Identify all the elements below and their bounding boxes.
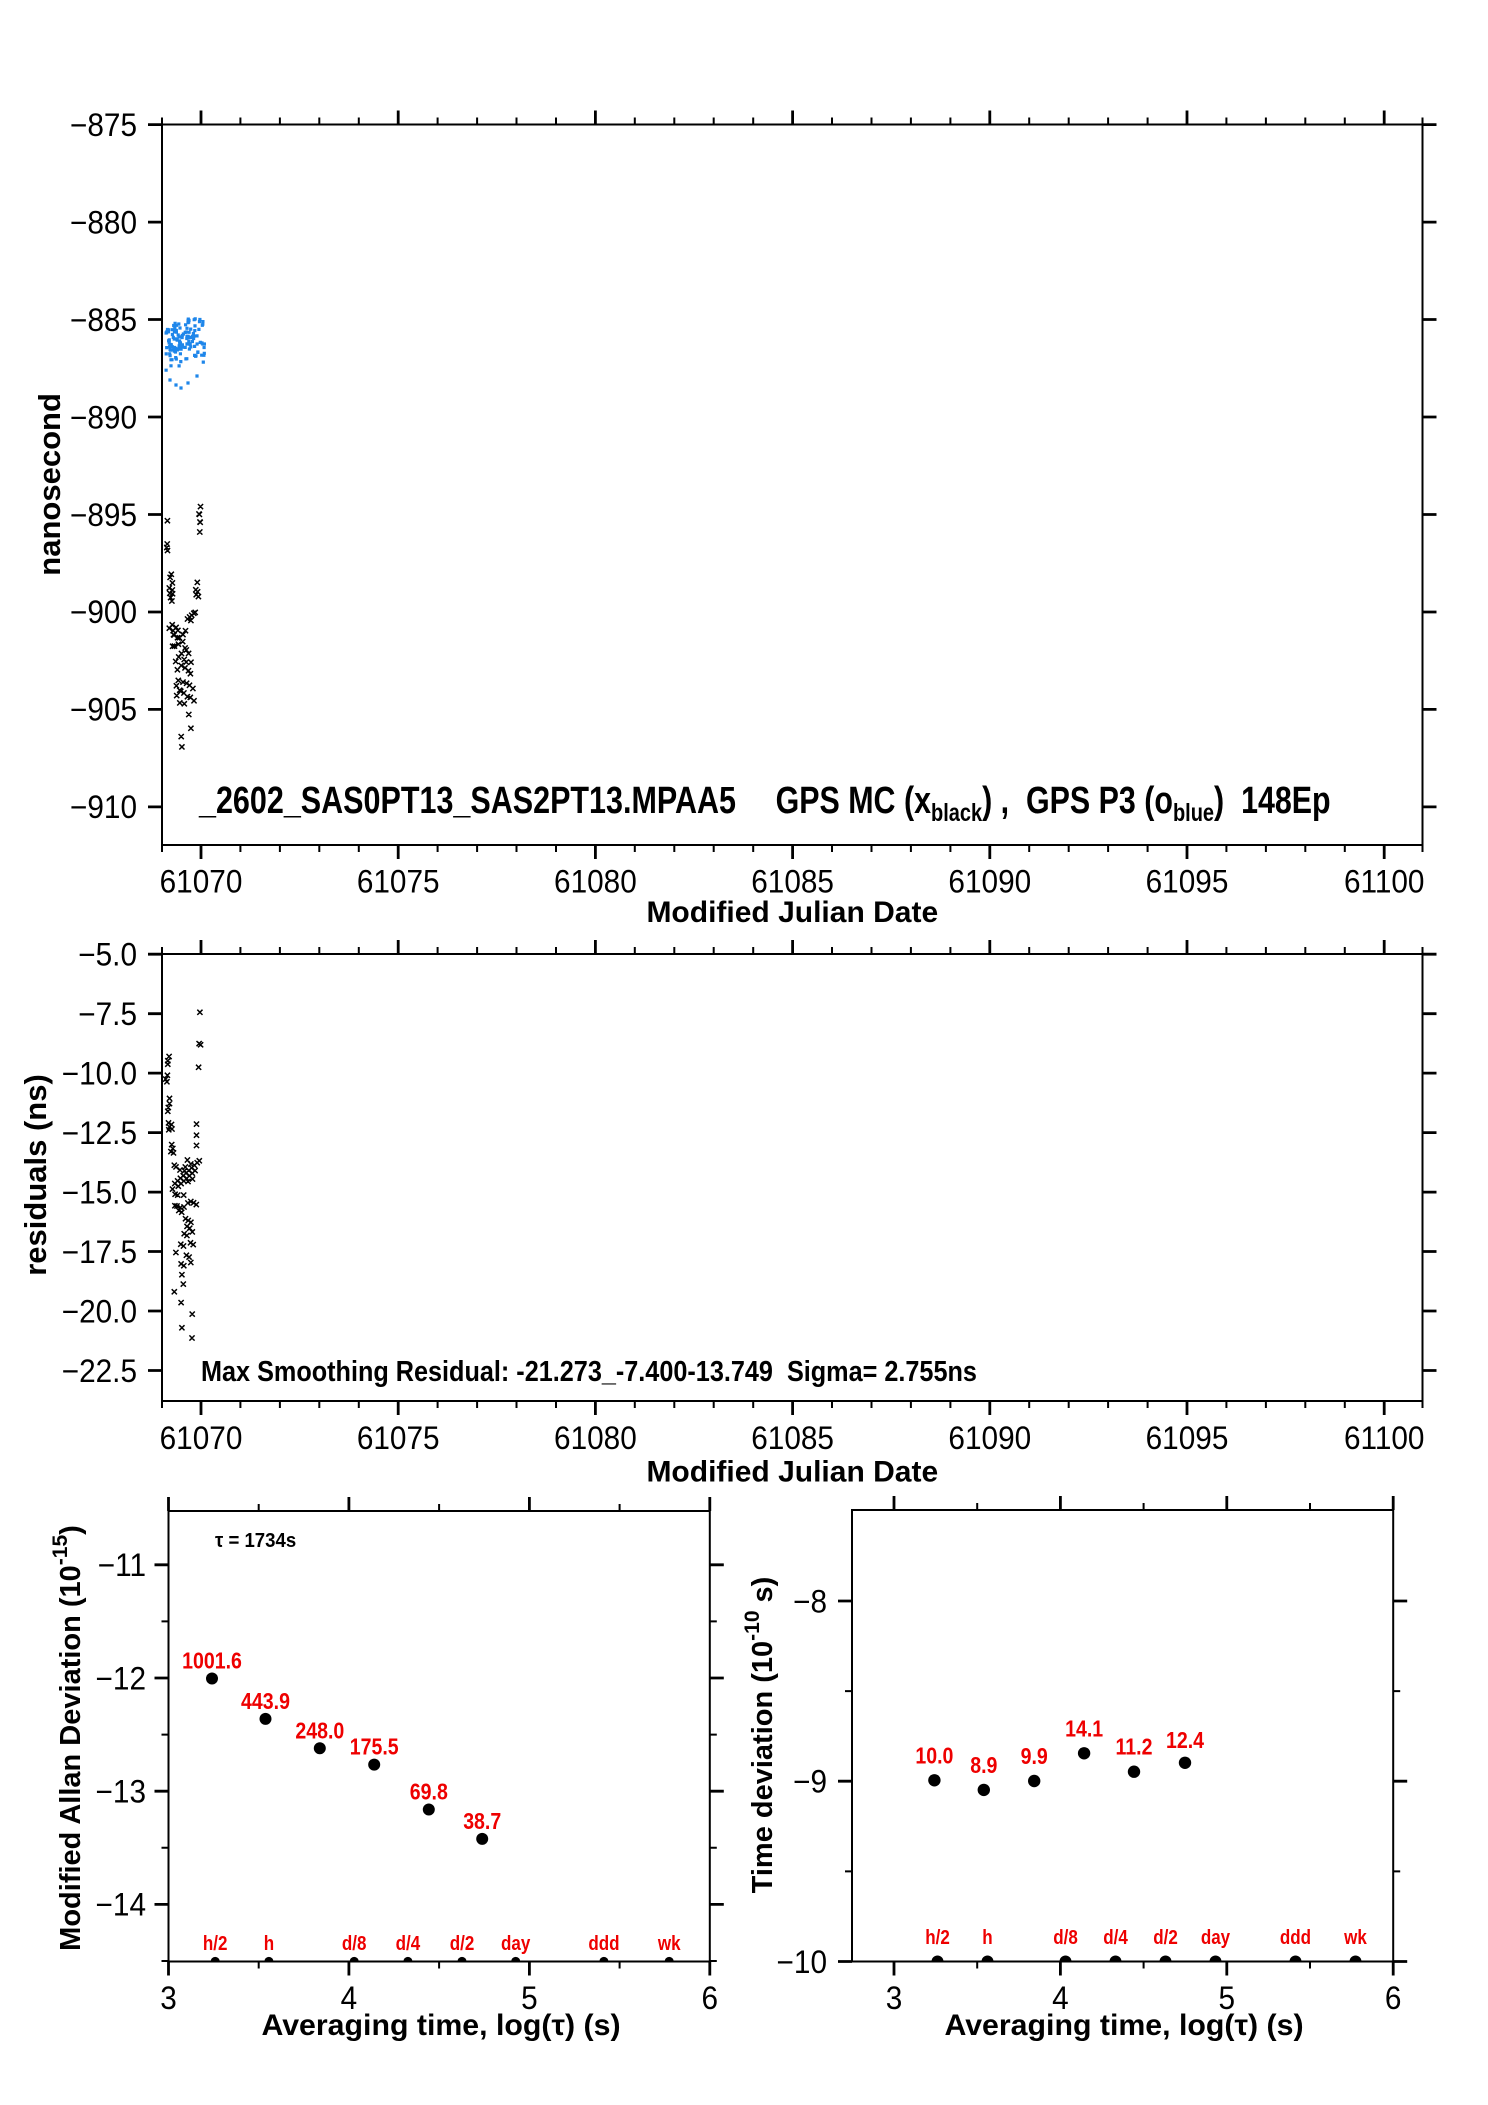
- svg-text:3: 3: [886, 1980, 903, 2016]
- svg-text:h: h: [264, 1932, 274, 1955]
- svg-text:−11: −11: [98, 1547, 146, 1583]
- svg-text:−895: −895: [70, 497, 137, 533]
- svg-text:−890: −890: [70, 399, 137, 435]
- svg-text:38.7: 38.7: [463, 1808, 501, 1834]
- svg-text:−12: −12: [96, 1660, 146, 1696]
- svg-text:−8: −8: [793, 1583, 827, 1619]
- svg-text:−12.5: −12.5: [62, 1115, 137, 1151]
- svg-text:61095: 61095: [1146, 1420, 1229, 1456]
- svg-text:61100: 61100: [1344, 864, 1425, 900]
- svg-text:−17.5: −17.5: [62, 1234, 137, 1270]
- svg-text:−14: −14: [96, 1887, 146, 1923]
- svg-text:ddd: ddd: [588, 1932, 619, 1955]
- svg-text:−10: −10: [777, 1944, 827, 1980]
- svg-text:h/2: h/2: [925, 1926, 950, 1949]
- svg-text:h/2: h/2: [203, 1932, 228, 1955]
- svg-text:3: 3: [160, 1980, 177, 2016]
- svg-text:61070: 61070: [160, 1420, 243, 1456]
- svg-text:−910: −910: [70, 789, 137, 825]
- svg-text:d/4: d/4: [396, 1932, 421, 1955]
- svg-text:−9: −9: [793, 1764, 827, 1800]
- svg-text:61075: 61075: [357, 1420, 440, 1456]
- svg-text:−880: −880: [70, 204, 137, 240]
- svg-text:443.9: 443.9: [241, 1688, 290, 1714]
- svg-text:5: 5: [521, 1980, 538, 2016]
- svg-text:d/8: d/8: [342, 1932, 367, 1955]
- svg-text:61095: 61095: [1146, 864, 1229, 900]
- svg-text:nanosecond: nanosecond: [32, 393, 67, 576]
- svg-text:d/4: d/4: [1103, 1926, 1128, 1949]
- svg-text:residuals (ns): residuals (ns): [18, 1074, 53, 1276]
- svg-text:61080: 61080: [554, 1420, 637, 1456]
- svg-text:6: 6: [1385, 1980, 1402, 2016]
- svg-text:61085: 61085: [751, 864, 834, 900]
- svg-text:day: day: [1201, 1926, 1231, 1949]
- svg-text:61080: 61080: [554, 864, 637, 900]
- svg-text:d/2: d/2: [1153, 1926, 1178, 1949]
- svg-text:d/2: d/2: [450, 1932, 475, 1955]
- svg-text:Averaging time, log(τ) (s): Averaging time, log(τ) (s): [944, 2009, 1303, 2042]
- svg-text:1001.6: 1001.6: [182, 1648, 242, 1674]
- svg-text:Modified Julian Date: Modified Julian Date: [646, 896, 938, 929]
- svg-text:d/8: d/8: [1053, 1926, 1078, 1949]
- svg-text:GPS MC (xblack) , GPS P3 (obl: GPS MC (xblack) , GPS P3 (oblue) 148Ep: [776, 780, 1331, 827]
- svg-text:−5.0: −5.0: [78, 937, 137, 973]
- svg-text:day: day: [501, 1932, 531, 1955]
- svg-text:10.0: 10.0: [915, 1743, 953, 1769]
- svg-text:61090: 61090: [948, 1420, 1031, 1456]
- svg-text:wk: wk: [1343, 1926, 1367, 1949]
- svg-text:−22.5: −22.5: [62, 1353, 137, 1389]
- svg-text:248.0: 248.0: [295, 1718, 344, 1744]
- svg-text:175.5: 175.5: [350, 1734, 399, 1760]
- svg-text:4: 4: [1052, 1980, 1069, 2016]
- svg-text:−10.0: −10.0: [62, 1055, 137, 1091]
- svg-text:−15.0: −15.0: [62, 1174, 137, 1210]
- svg-text:14.1: 14.1: [1065, 1716, 1103, 1742]
- svg-text:Max Smoothing Residual: -21.27: Max Smoothing Residual: -21.273_-7.400-1…: [201, 1354, 977, 1387]
- svg-text:h: h: [982, 1926, 992, 1949]
- svg-text:9.9: 9.9: [1021, 1744, 1048, 1770]
- svg-text:Modified Julian Date: Modified Julian Date: [646, 1456, 938, 1489]
- svg-text:4: 4: [341, 1980, 358, 2016]
- svg-text:5: 5: [1219, 1980, 1236, 2016]
- svg-text:61075: 61075: [357, 864, 440, 900]
- svg-text:−885: −885: [70, 302, 137, 338]
- svg-text:τ = 1734s: τ = 1734s: [215, 1530, 296, 1552]
- svg-text:−875: −875: [70, 107, 137, 143]
- svg-text:Modified Allan Deviation (10-1: Modified Allan Deviation (10-15): [49, 1525, 87, 1951]
- svg-text:61100: 61100: [1344, 1420, 1425, 1456]
- svg-text:Averaging time, log(τ) (s): Averaging time, log(τ) (s): [261, 2009, 620, 2042]
- svg-text:_2602_SAS0PT13_SAS2PT13.MPAA5: _2602_SAS0PT13_SAS2PT13.MPAA5: [198, 780, 736, 822]
- svg-text:Time deviation (10-10 s): Time deviation (10-10 s): [741, 1577, 779, 1894]
- svg-text:−905: −905: [70, 692, 137, 728]
- svg-text:wk: wk: [657, 1932, 681, 1955]
- svg-text:−7.5: −7.5: [78, 996, 137, 1032]
- svg-text:11.2: 11.2: [1116, 1734, 1153, 1760]
- svg-text:6: 6: [702, 1980, 719, 2016]
- svg-text:−20.0: −20.0: [62, 1293, 137, 1329]
- svg-text:61085: 61085: [751, 1420, 834, 1456]
- svg-text:−900: −900: [70, 594, 137, 630]
- svg-text:61070: 61070: [160, 864, 243, 900]
- svg-text:12.4: 12.4: [1166, 1727, 1204, 1753]
- svg-text:61090: 61090: [948, 864, 1031, 900]
- svg-text:−13: −13: [96, 1774, 146, 1810]
- svg-text:ddd: ddd: [1280, 1926, 1311, 1949]
- svg-text:69.8: 69.8: [410, 1779, 448, 1805]
- svg-text:8.9: 8.9: [970, 1752, 997, 1778]
